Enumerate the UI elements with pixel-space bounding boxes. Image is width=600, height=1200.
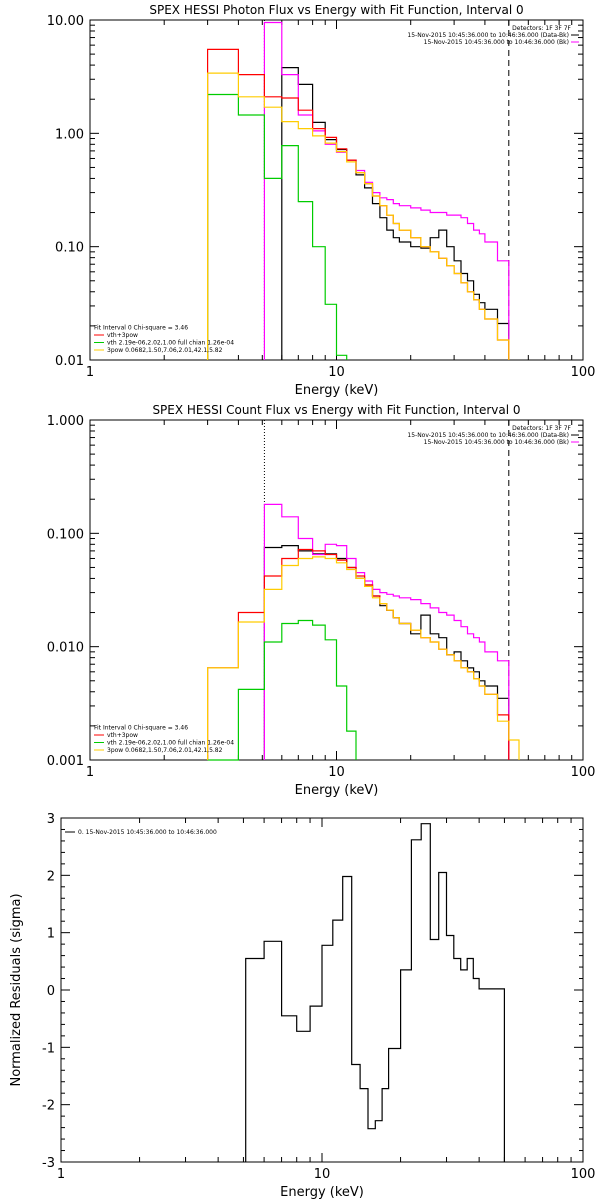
chart3-legend-entry: 0. 15-Nov-2015 10:45:36.000 to 10:46:36.…: [78, 829, 217, 836]
chart1-series-3-line: [207, 48, 510, 360]
chart1-ytick-label: 0.01: [55, 354, 84, 369]
chart2-series-4-line: [207, 619, 357, 761]
chart1-xtick-label: 100: [571, 365, 596, 380]
chart1-series-4-line: [207, 93, 348, 360]
chart3-ylabel: Normalized Residuals (sigma): [9, 893, 24, 1086]
chart2-series-3-line: [207, 548, 510, 760]
chart2-xtick-label: 1: [86, 765, 94, 780]
chart1-legend-entry: vth 2.19e-06,2.02,1.00 full chian 1.26e-…: [107, 340, 234, 347]
chart3-xlabel: Energy (keV): [280, 1185, 364, 1200]
chart1-legend-right-entry: 15-Nov-2015 10:45:36.000 to 10:46:36.000…: [424, 39, 569, 46]
chart3-ytick-label: 2: [47, 869, 55, 884]
chart2-legend-right-entry: 15-Nov-2015 10:45:36.000 to 10:46:36.000…: [407, 432, 569, 439]
chart2-legend-header: Fit Interval 0 Chi-square = 3.46: [94, 725, 188, 732]
chart1-series-2-line: [263, 21, 510, 360]
chart1-legend-entry: vth+3pow: [107, 332, 138, 339]
chart3-ytick-label: -1: [42, 1041, 55, 1056]
chart1-series-1-line: [281, 66, 510, 360]
chart1-legend-entry: 3pow 0.0682,1.50,7.06,2.01,42.1,5.82: [107, 347, 223, 354]
chart2-legend-entry: vth 2.19e-06,2.02,1.00 full chian 1.26e-…: [107, 740, 234, 747]
chart3-ytick-label: 1: [47, 927, 55, 942]
chart2-ytick-label: 0.010: [47, 641, 84, 656]
chart1-ytick-label: 0.10: [55, 241, 84, 256]
chart3-ytick-label: 0: [47, 984, 55, 999]
chart1-ytick-label: 10.00: [47, 14, 84, 29]
chart1-legend-right-header: Detectors: 1F 3F 7F: [512, 25, 571, 32]
chart2-series-2-line: [263, 503, 510, 760]
chart1-title: SPEX HESSI Photon Flux vs Energy with Fi…: [149, 3, 523, 17]
chart3-series-1-line: [245, 823, 505, 1162]
chart3-ytick-label: -2: [42, 1099, 55, 1114]
chart2-ytick-label: 0.100: [47, 527, 84, 542]
chart1-ytick-label: 1.00: [55, 127, 84, 142]
chart2-xtick-label: 10: [328, 765, 345, 780]
chart1-legend-right-entry: 15-Nov-2015 10:45:36.000 to 10:46:36.000…: [407, 32, 569, 39]
chart2-title: SPEX HESSI Count Flux vs Energy with Fit…: [152, 403, 520, 417]
chart1-xlabel: Energy (keV): [295, 383, 379, 398]
chart2-legend-entry: 3pow 0.0682,1.50,7.06,2.01,42.1,5.82: [107, 747, 223, 754]
chart2-ytick-label: 0.001: [47, 754, 84, 769]
chart1-xtick-label: 10: [328, 365, 345, 380]
chart1-series-5-line: [207, 72, 510, 360]
chart3-xtick-label: 100: [571, 1167, 596, 1182]
chart3-ytick-label: -3: [42, 1156, 55, 1171]
chart2-xlabel: Energy (keV): [295, 783, 379, 798]
chart1-xtick-label: 1: [86, 365, 94, 380]
chart2-series-5-line: [207, 556, 520, 760]
chart2-series-1-line: [263, 544, 510, 760]
chart2-legend-entry: vth+3pow: [107, 732, 138, 739]
chart3-ytick-label: 3: [47, 812, 55, 827]
chart1-legend-header: Fit Interval 0 Chi-square = 3.46: [94, 325, 188, 332]
chart2-ytick-label: 1.000: [47, 414, 84, 429]
chart2-legend-right-entry: 15-Nov-2015 10:45:36.000 to 10:46:36.000…: [424, 439, 569, 446]
chart2-legend-right-header: Detectors: 1F 3F 7F: [512, 425, 571, 432]
chart3-xtick-label: 10: [314, 1167, 331, 1182]
chart3-xtick-label: 1: [57, 1167, 65, 1182]
chart2-xtick-label: 100: [571, 765, 596, 780]
